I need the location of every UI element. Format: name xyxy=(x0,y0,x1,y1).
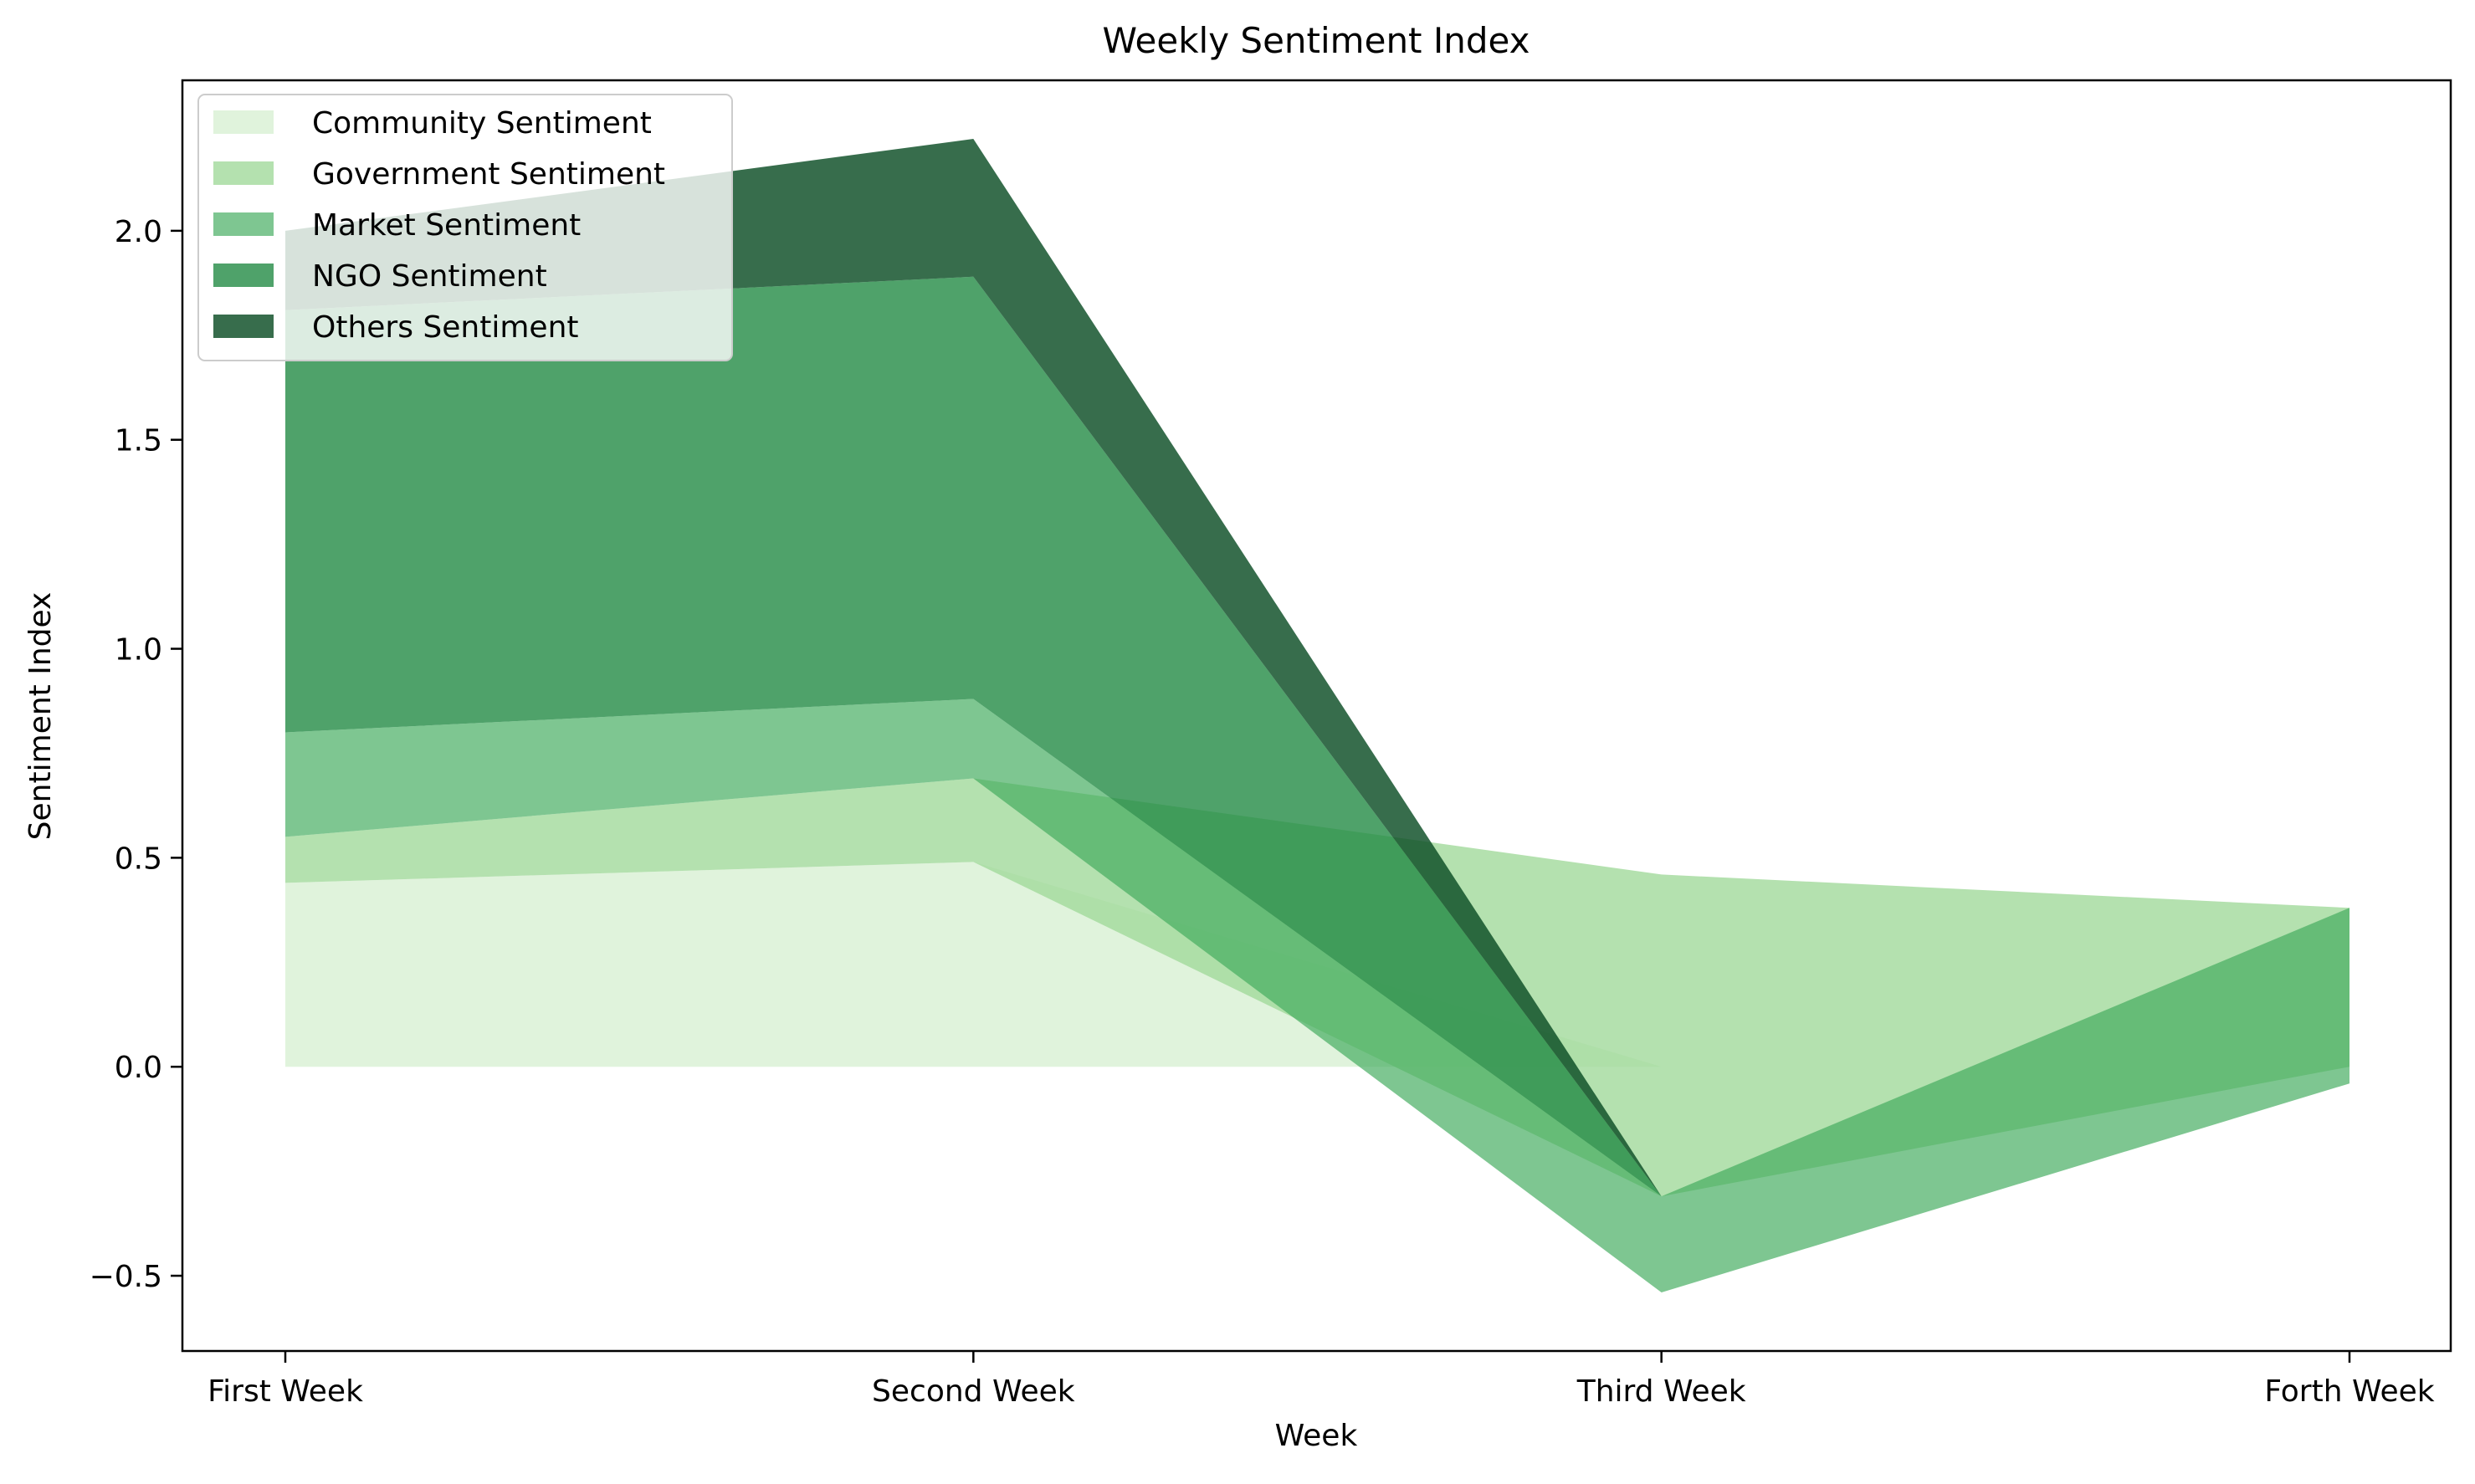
legend-label: Government Sentiment xyxy=(312,157,665,192)
x-axis: First Week Second Week Third Week Forth Wee… xyxy=(208,1351,2435,1409)
x-tick-label: First Week xyxy=(208,1374,363,1409)
legend-swatch xyxy=(213,161,274,185)
plot-frame xyxy=(181,79,2452,1353)
y-tick-label: 2.0 xyxy=(115,215,162,249)
areas-layer xyxy=(285,139,2349,1292)
y-tick-label: 0.0 xyxy=(115,1051,162,1085)
x-tick-label: Second Week xyxy=(872,1374,1075,1409)
y-tick-label: −0.5 xyxy=(90,1260,162,1294)
y-axis-label: Sentiment Index xyxy=(23,592,58,841)
legend-swatch xyxy=(213,110,274,134)
legend: Community Sentiment Government Sentiment M… xyxy=(197,94,733,361)
area-others-sentiment xyxy=(285,139,2349,1197)
x-tick-label: Forth Week xyxy=(2264,1374,2434,1409)
y-tick-label: 1.0 xyxy=(115,633,162,668)
legend-box xyxy=(197,94,733,361)
y-tick-label: 0.5 xyxy=(115,842,162,876)
chart-title: Weekly Sentiment Index xyxy=(1102,20,1530,61)
legend-label: NGO Sentiment xyxy=(312,259,547,294)
legend-label: Market Sentiment xyxy=(312,208,581,243)
legend-swatch xyxy=(213,315,274,338)
legend-swatch xyxy=(213,264,274,287)
area-ngo-sentiment xyxy=(285,276,2349,1197)
legend-label: Others Sentiment xyxy=(312,310,579,345)
area-market-sentiment xyxy=(285,699,2349,1292)
legend-swatch xyxy=(213,212,274,236)
y-axis: −0.5 0.0 0.5 1.0 1.5 2.0 xyxy=(90,215,182,1294)
x-tick-label: Third Week xyxy=(1576,1374,1746,1409)
x-axis-label: Week xyxy=(1275,1419,1358,1453)
legend-label: Community Sentiment xyxy=(312,106,652,141)
y-tick-label: 1.5 xyxy=(115,424,162,458)
